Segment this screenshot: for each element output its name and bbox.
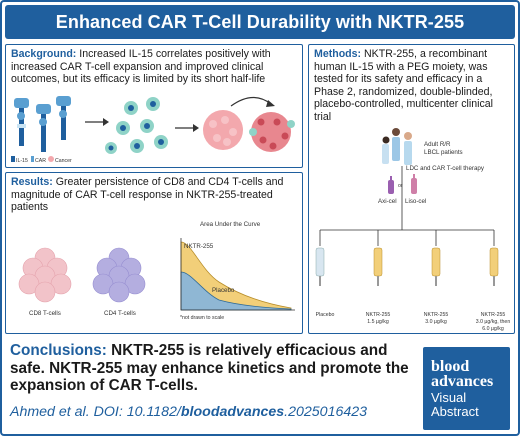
- title-text: Enhanced CAR T-Cell Durability with NKTR…: [55, 11, 465, 32]
- auc-title: Area Under the Curve: [200, 221, 261, 228]
- methods-text: Methods: NKTR-255, a recombinant human I…: [314, 48, 510, 124]
- tumor-icon: [203, 110, 243, 150]
- background-illustration: [11, 96, 295, 162]
- therapy-label: LDC and CAR T-cell therapy: [406, 165, 484, 172]
- cd8-label: CD8 T-cells: [29, 310, 61, 317]
- curved-arrow-icon: [230, 96, 272, 107]
- placebo-curve: [180, 271, 292, 311]
- liso-cel-bag-icon: [411, 174, 417, 194]
- results-illustration: [18, 234, 295, 312]
- background-panel: [5, 44, 303, 168]
- results-text: Results: Greater persistence of CD8 and …: [11, 176, 299, 214]
- scale-note: *not drawn to scale: [180, 315, 225, 321]
- auc-chart: [173, 234, 295, 312]
- arm-nktr-3-l2: 3.0 µg/kg, then: [475, 319, 511, 325]
- page-title: Enhanced CAR T-Cell Durability with NKTR…: [5, 5, 515, 39]
- logo-line-1: blood: [431, 357, 470, 375]
- background-body: Increased IL-15 correlates positively wi…: [11, 48, 271, 86]
- background-text: Background: Increased IL-15 correlates p…: [11, 48, 301, 86]
- t-cell-cluster-icon: [105, 97, 168, 154]
- conclusions-text: NKTR-255 is relatively efficacious and s…: [10, 342, 409, 395]
- arm-nktr-3-l3: 6.0 µg/kg: [482, 326, 504, 332]
- results-label: Results:: [11, 176, 53, 188]
- arm-nktr-2-l1: NKTR-255: [423, 312, 449, 318]
- arm-nktr-2-l2: 3.0 µg/kg: [425, 319, 447, 325]
- liso-cel-label: Liso-cel: [405, 198, 427, 205]
- journal-logo: blood advances Visual Abstract: [423, 347, 510, 430]
- patients-icon: [382, 128, 412, 165]
- results-body: Greater persistence of CD8 and CD4 T-cel…: [11, 176, 284, 214]
- methods-illustration: [315, 128, 499, 286]
- arm-nktr-1: NKTR-255 1.5 µg/kg: [358, 312, 398, 326]
- conclusions-label: Conclusions:: [10, 342, 107, 359]
- arm-placebo-l1: Placebo: [315, 312, 335, 318]
- patients-line-2: LBCL patients: [424, 149, 463, 156]
- arm-nktr-1-l1: NKTR-255: [365, 312, 391, 318]
- citation-emph: bloodadvances: [180, 404, 285, 420]
- cd8-cell-cluster: [18, 247, 72, 303]
- conclusions: Conclusions: NKTR-255 is relatively effi…: [10, 342, 414, 395]
- logo-line-4: Abstract: [431, 403, 479, 419]
- legend-il15: IL-15: [16, 158, 28, 164]
- car-receptor-icon: [36, 104, 51, 152]
- nktr-syringe-icon: [373, 247, 383, 286]
- cd4-cell-cluster: [92, 247, 146, 303]
- cd4-label: CD4 T-cells: [104, 310, 136, 317]
- logo-line-2: advances: [431, 372, 494, 390]
- methods-label: Methods:: [314, 48, 362, 60]
- axi-cel-bag-icon: [388, 176, 394, 194]
- patients-line-1: Adult R/R: [424, 141, 451, 148]
- logo-line-3: Visual: [431, 389, 467, 405]
- nktr-curve-label: NKTR-255: [184, 243, 214, 250]
- citation-suffix: .2025016423: [284, 404, 368, 420]
- arm-nktr-2: NKTR-255 3.0 µg/kg: [416, 312, 456, 326]
- citation[interactable]: Ahmed et al. DOI: 10.1182/bloodadvances.…: [10, 404, 420, 420]
- car-receptor-icon: [56, 96, 71, 140]
- legend-car: CAR: [35, 158, 46, 164]
- placebo-curve-label: Placebo: [212, 287, 235, 294]
- patients-label: Adult R/R LBCL patients: [424, 141, 463, 157]
- nktr-syringe-icon: [431, 247, 441, 286]
- methods-body: NKTR-255, a recombinant human IL-15 with…: [314, 48, 494, 123]
- placebo-syringe-icon: [315, 247, 325, 286]
- axi-cel-label: Axi-cel: [378, 198, 397, 205]
- arm-nktr-3-l1: NKTR-255: [480, 312, 506, 318]
- nktr-syringe-icon: [489, 247, 499, 286]
- background-label: Background:: [11, 48, 77, 60]
- arm-nktr-3: NKTR-255 3.0 µg/kg, then 6.0 µg/kg: [470, 312, 516, 333]
- attacked-tumor-icon: [249, 112, 295, 152]
- car-receptor-icon: [14, 98, 29, 146]
- background-legend: [11, 156, 54, 162]
- citation-prefix: Ahmed et al. DOI: 10.1182/: [10, 404, 181, 420]
- legend-cancer: Cancer: [55, 158, 72, 164]
- or-label: or: [398, 183, 403, 189]
- arm-nktr-1-l2: 1.5 µg/kg: [367, 319, 389, 325]
- arm-placebo: Placebo: [310, 312, 340, 319]
